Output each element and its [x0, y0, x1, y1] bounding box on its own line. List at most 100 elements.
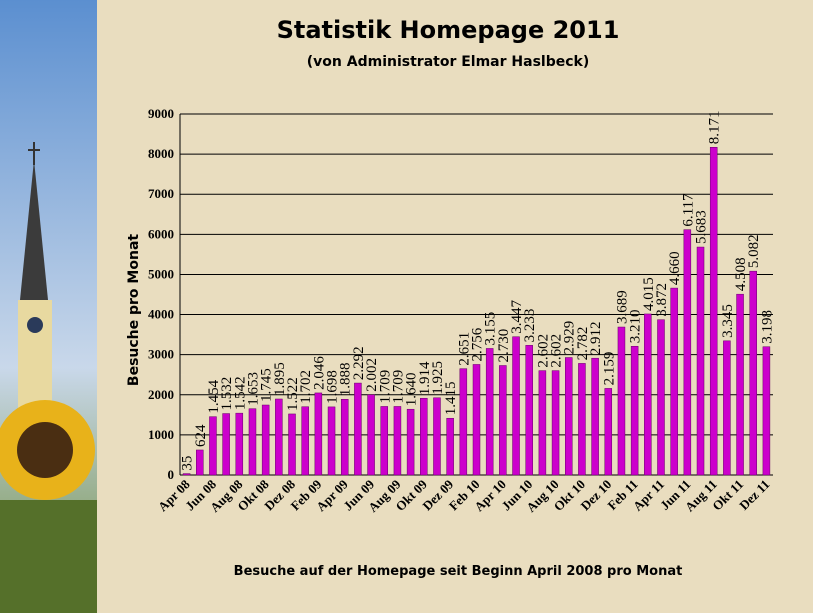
- bar: [327, 406, 336, 476]
- y-tick-label: 8000: [148, 146, 174, 161]
- y-tick-label: 2000: [148, 387, 174, 402]
- value-label: 2.602: [549, 334, 565, 368]
- value-label: 2.602: [535, 334, 551, 368]
- bar: [248, 408, 257, 476]
- bar: [709, 147, 718, 476]
- value-label: 1.698: [325, 370, 341, 404]
- value-label: 1.532: [219, 377, 235, 411]
- value-label: 3.198: [759, 310, 775, 344]
- y-axis-title: Besuche pro Monat: [126, 234, 142, 386]
- bar: [261, 404, 270, 476]
- y-tick-label: 0: [168, 467, 175, 482]
- value-label: 4.660: [667, 251, 683, 285]
- value-label: 624: [193, 424, 209, 447]
- bar: [551, 370, 560, 476]
- value-label: 3.689: [614, 290, 630, 324]
- bar: [354, 382, 362, 476]
- value-label: 1.415: [443, 381, 459, 415]
- bar: [736, 293, 744, 476]
- bar: [578, 363, 586, 476]
- bar: [696, 246, 705, 476]
- y-tick-label: 5000: [148, 266, 174, 281]
- bar: [275, 398, 283, 476]
- bar: [367, 394, 375, 476]
- bar: [406, 408, 415, 476]
- value-label: 1.709: [377, 370, 393, 404]
- value-label: 2.292: [351, 346, 367, 380]
- value-label: 2.782: [575, 327, 591, 361]
- bar: [380, 406, 389, 476]
- bar: [485, 348, 494, 476]
- y-tick-label: 7000: [148, 186, 174, 201]
- bar: [182, 473, 191, 476]
- bar: [433, 397, 441, 476]
- value-label: 1.454: [206, 379, 222, 413]
- chart-title: Statistik Homepage 2011: [277, 16, 620, 44]
- value-label: 5.082: [746, 234, 762, 268]
- x-axis-title: Besuche auf der Homepage seit Beginn Apr…: [234, 564, 683, 579]
- y-tick-label: 1000: [148, 427, 174, 442]
- bar: [591, 357, 599, 476]
- value-label: 2.046: [311, 356, 327, 390]
- value-label: 2.002: [364, 358, 380, 392]
- bar: [235, 412, 244, 476]
- bar: [301, 406, 309, 476]
- bar: [630, 345, 639, 476]
- bar: [459, 368, 468, 476]
- bar: [196, 449, 204, 476]
- value-label: 2.159: [601, 352, 617, 386]
- bar: [762, 346, 771, 476]
- value-label: 4.508: [733, 257, 749, 291]
- y-tick-label: 9000: [148, 106, 174, 121]
- value-label: 3.233: [522, 309, 538, 343]
- bar: [499, 365, 507, 476]
- value-label: 2.756: [470, 327, 486, 361]
- bar: [288, 413, 296, 476]
- value-label: 6.117: [680, 193, 696, 227]
- bar: [670, 287, 678, 476]
- bar: [538, 370, 547, 476]
- bar: [393, 406, 402, 476]
- value-label: 3.447: [509, 299, 525, 333]
- value-label: 1.914: [417, 361, 433, 395]
- bar: [340, 399, 349, 476]
- value-label: 1.888: [338, 363, 354, 397]
- value-label: 1.522: [285, 377, 301, 411]
- bar: [683, 229, 692, 476]
- bar: [723, 340, 731, 476]
- side-image: [0, 0, 97, 613]
- value-label: 5.683: [694, 210, 710, 244]
- value-label: 4.015: [641, 277, 657, 311]
- bar: [420, 397, 428, 476]
- bar: [512, 336, 520, 476]
- bar: [314, 392, 323, 476]
- bar: [644, 313, 652, 476]
- bar: [446, 417, 454, 476]
- value-label: 1.542: [232, 376, 248, 410]
- value-label: 3.210: [628, 309, 644, 343]
- value-label: 1.895: [272, 362, 288, 396]
- chart-subtitle: (von Administrator Elmar Haslbeck): [307, 54, 589, 70]
- value-label: 3.345: [720, 304, 736, 338]
- bar: [604, 388, 613, 476]
- value-label: 1.640: [404, 372, 420, 406]
- value-label: 3.872: [654, 283, 670, 317]
- bar: [472, 364, 481, 476]
- value-label: 1.702: [298, 370, 314, 404]
- bar: [222, 413, 230, 476]
- value-label: 2.651: [456, 332, 472, 366]
- value-label: 8.171: [707, 111, 723, 145]
- bar: [209, 416, 217, 476]
- y-tick-label: 6000: [148, 226, 174, 241]
- bar: [749, 270, 757, 476]
- bar: [657, 319, 665, 476]
- value-label: 2.929: [562, 321, 578, 355]
- value-label: 35: [180, 456, 196, 471]
- y-tick-label: 4000: [148, 307, 174, 322]
- value-label: 1.925: [430, 361, 446, 395]
- value-label: 3.155: [483, 312, 499, 346]
- value-label: 1.709: [390, 370, 406, 404]
- bar: [564, 357, 573, 476]
